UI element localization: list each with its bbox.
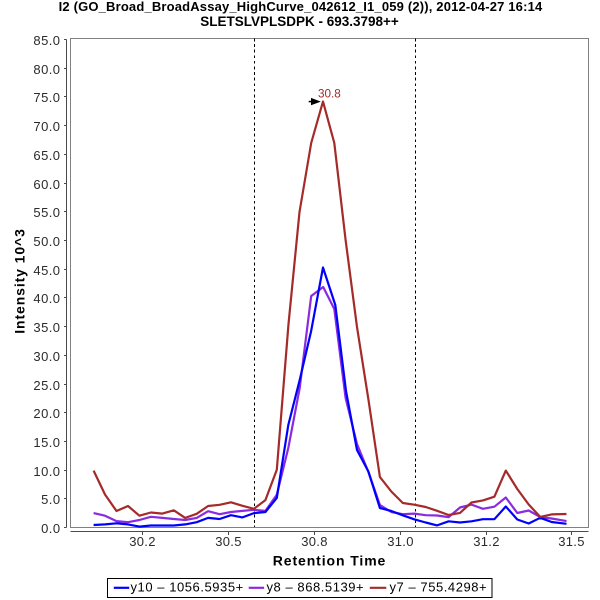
- svg-text:0.0: 0.0: [41, 521, 60, 536]
- svg-text:60.0: 60.0: [33, 177, 60, 192]
- svg-text:5.0: 5.0: [41, 492, 60, 507]
- svg-text:30.8: 30.8: [318, 88, 341, 101]
- svg-text:65.0: 65.0: [33, 148, 60, 163]
- svg-text:30.0: 30.0: [33, 349, 60, 364]
- svg-text:85.0: 85.0: [33, 33, 60, 48]
- svg-text:70.0: 70.0: [33, 119, 60, 134]
- svg-text:31.2: 31.2: [473, 534, 500, 549]
- svg-text:30.2: 30.2: [129, 534, 156, 549]
- svg-text:30.8: 30.8: [301, 534, 328, 549]
- svg-text:20.0: 20.0: [33, 406, 60, 421]
- svg-text:30.5: 30.5: [215, 534, 242, 549]
- svg-text:75.0: 75.0: [33, 90, 60, 105]
- svg-text:45.0: 45.0: [33, 263, 60, 278]
- svg-text:50.0: 50.0: [33, 234, 60, 249]
- svg-text:Retention Time: Retention Time: [273, 553, 386, 569]
- svg-text:40.0: 40.0: [33, 291, 60, 306]
- svg-text:55.0: 55.0: [33, 205, 60, 220]
- svg-text:35.0: 35.0: [33, 320, 60, 335]
- svg-text:15.0: 15.0: [33, 435, 60, 450]
- svg-text:31.0: 31.0: [387, 534, 414, 549]
- svg-text:y10 – 1056.5935+: y10 – 1056.5935+: [131, 580, 244, 595]
- svg-text:31.5: 31.5: [558, 534, 585, 549]
- svg-text:SLETSLVPLSDPK - 693.3798++: SLETSLVPLSDPK - 693.3798++: [200, 14, 399, 29]
- svg-text:25.0: 25.0: [33, 378, 60, 393]
- svg-text:I2 (GO_Broad_BroadAssay_HighCu: I2 (GO_Broad_BroadAssay_HighCurve_042612…: [59, 0, 543, 14]
- svg-text:Intensity 10^3: Intensity 10^3: [12, 228, 28, 334]
- svg-text:80.0: 80.0: [33, 62, 60, 77]
- svg-text:y8 – 868.5139+: y8 – 868.5139+: [267, 580, 365, 595]
- svg-text:y7 – 755.4298+: y7 – 755.4298+: [390, 580, 488, 595]
- svg-text:10.0: 10.0: [33, 464, 60, 479]
